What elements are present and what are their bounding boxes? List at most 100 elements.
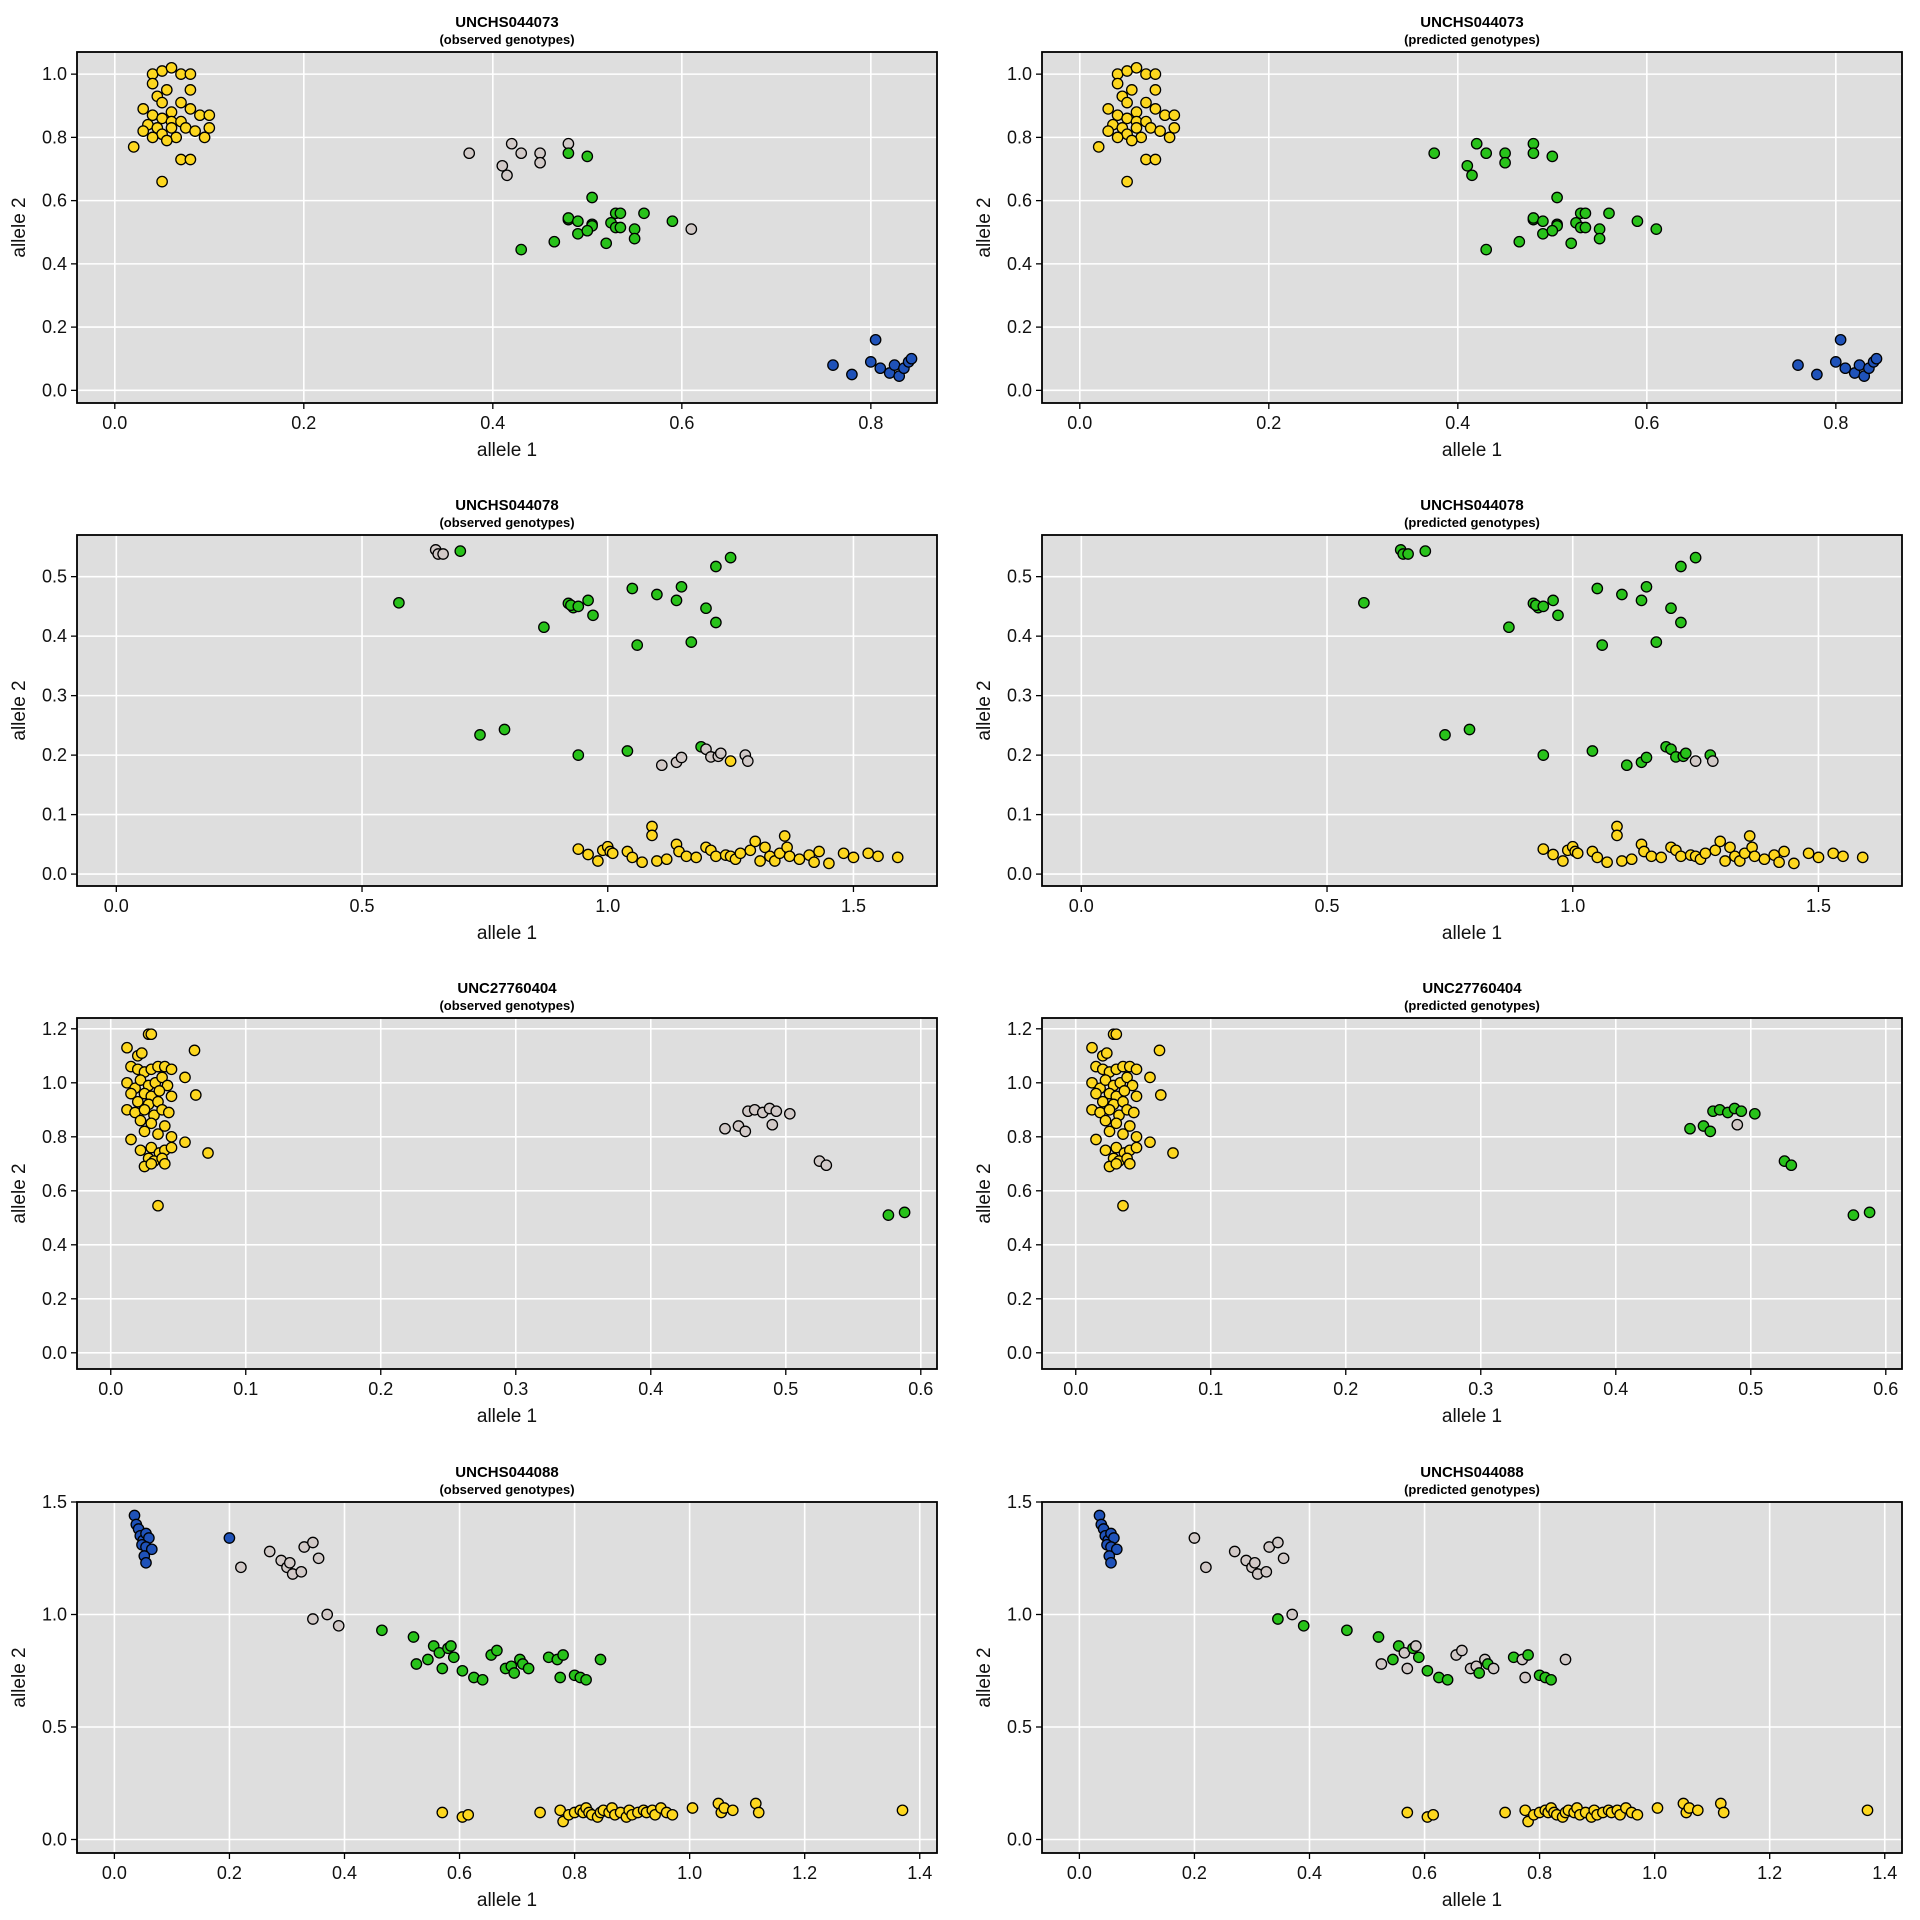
data-point-green <box>638 207 650 220</box>
data-point-green <box>1473 1667 1486 1679</box>
y-tick-label: 0.2 <box>1007 745 1032 765</box>
data-point-yellow <box>138 1103 151 1116</box>
data-point-yellow <box>1096 1095 1109 1108</box>
y-tick-label: 1.0 <box>42 64 67 84</box>
x-tick-label: 0.0 <box>102 1863 127 1883</box>
data-point-blue <box>223 1532 236 1544</box>
data-point-gray <box>714 747 727 760</box>
chart-title: UNCHS044073 <box>1420 14 1523 31</box>
data-point-yellow <box>813 845 825 858</box>
data-point-yellow <box>131 1095 144 1108</box>
y-tick-label: 1.2 <box>42 1019 67 1039</box>
data-point-blue <box>1839 362 1852 375</box>
data-point-yellow <box>1126 1079 1139 1092</box>
data-point-gray <box>437 548 449 560</box>
data-point-yellow <box>680 850 693 863</box>
data-point-yellow <box>1168 122 1181 134</box>
data-point-yellow <box>1631 1808 1644 1821</box>
scatter-panel: 0.0 0.1 0.2 0.3 0.4 0.5 0.6 0.0 0.2 0.4 0.6 0.8 1.0 1… <box>9 980 938 1427</box>
data-point-green <box>1679 747 1692 760</box>
data-point-yellow <box>1709 844 1722 857</box>
data-point-gray <box>1410 1640 1422 1652</box>
data-point-green <box>724 551 737 564</box>
data-point-blue <box>1834 333 1847 346</box>
data-point-green <box>1272 1613 1284 1625</box>
data-point-yellow <box>125 1087 137 1100</box>
data-point-yellow <box>462 1808 475 1821</box>
data-point-green <box>572 749 585 761</box>
data-point-yellow <box>1168 109 1181 122</box>
plot-background <box>1042 1502 1902 1853</box>
x-tick-label: 0.6 <box>908 1379 933 1399</box>
data-point-yellow <box>636 856 648 869</box>
plot-background <box>77 535 937 886</box>
data-point-yellow <box>1121 96 1133 109</box>
data-point-gray <box>741 755 754 767</box>
data-point-green <box>1387 1653 1399 1666</box>
data-point-green <box>445 1640 457 1652</box>
data-point-yellow <box>783 850 796 863</box>
plot-frame <box>76 534 938 887</box>
y-tick-label: 0.4 <box>1007 1235 1032 1255</box>
data-point-green <box>628 232 641 245</box>
data-point-yellow <box>1121 1071 1133 1084</box>
data-point-yellow <box>145 1028 158 1041</box>
data-point-green <box>1847 1209 1860 1221</box>
data-point-yellow <box>1651 1802 1664 1814</box>
y-tick-label: 0.0 <box>42 380 67 400</box>
data-point-yellow <box>686 1802 699 1814</box>
data-point-green <box>447 1651 460 1664</box>
data-point-green <box>586 191 598 204</box>
data-point-green <box>1547 594 1559 607</box>
data-point-green <box>1603 207 1615 220</box>
plot-frame <box>76 1501 938 1854</box>
data-point-yellow <box>749 835 762 848</box>
y-tick-label: 0.1 <box>1007 805 1032 825</box>
y-tick-label: 0.0 <box>1007 1343 1032 1363</box>
data-point-yellow <box>179 1071 191 1084</box>
data-point-yellow <box>146 77 159 90</box>
data-point-yellow <box>759 841 771 854</box>
data-point-green <box>581 224 594 237</box>
data-point-green <box>1402 548 1414 560</box>
y-tick-label: 0.8 <box>1007 127 1032 147</box>
data-point-gray <box>1260 1565 1273 1578</box>
data-point-yellow <box>152 1199 164 1212</box>
y-axis-label: allele 2 <box>974 197 995 257</box>
data-point-green <box>393 596 405 609</box>
data-point-blue <box>1792 359 1804 371</box>
data-point-yellow <box>1111 68 1124 80</box>
scatter-panel: 0.0 0.2 0.4 0.6 0.8 0.0 0.2 0.4 0.6 0.8 1.0 UNCHS04… <box>974 14 1903 461</box>
data-point-yellow <box>175 96 187 109</box>
x-tick-label: 1.0 <box>1560 896 1585 916</box>
data-point-green <box>1441 1673 1454 1686</box>
data-point-yellow <box>734 847 747 860</box>
data-point-yellow <box>161 1079 174 1092</box>
data-point-yellow <box>137 125 150 137</box>
data-point-blue <box>1110 1543 1123 1556</box>
data-point-gray <box>675 751 688 764</box>
data-point-gray <box>655 759 668 772</box>
data-point-yellow <box>710 850 722 863</box>
data-point-green <box>1704 1125 1717 1138</box>
data-point-green <box>1537 600 1550 613</box>
data-point-yellow <box>1130 1090 1143 1103</box>
x-tick-label: 1.2 <box>1757 1863 1782 1883</box>
data-point-green <box>476 1673 489 1686</box>
data-point-green <box>1863 1206 1876 1219</box>
data-point-yellow <box>896 1804 909 1817</box>
data-point-yellow <box>1699 847 1712 860</box>
x-tick-label: 0.2 <box>1182 1863 1207 1883</box>
data-point-green <box>1499 156 1511 169</box>
data-point-green <box>1463 723 1476 736</box>
data-point-yellow <box>145 1141 158 1154</box>
data-point-green <box>1527 137 1540 150</box>
plot-frame <box>1041 1017 1903 1370</box>
data-point-green <box>1689 551 1702 564</box>
data-point-gray <box>1272 1536 1284 1549</box>
data-point-yellow <box>146 109 159 122</box>
data-point-green <box>581 150 594 163</box>
data-point-green <box>710 616 722 629</box>
data-point-green <box>621 745 634 757</box>
data-point-yellow <box>134 1074 147 1086</box>
